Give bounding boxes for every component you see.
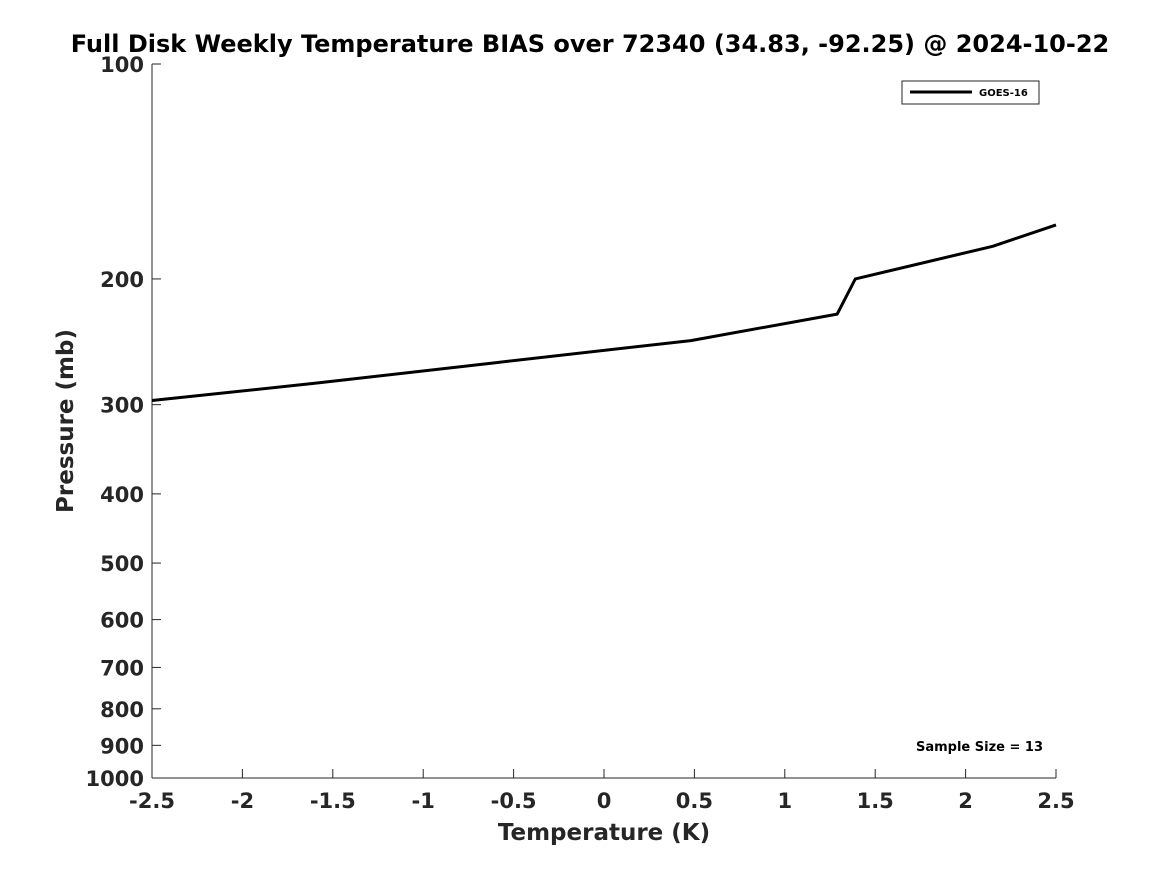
series-line-goes-16 [151,223,1057,402]
x-tick-label: -1 [412,789,435,813]
x-tick-label: 1 [777,789,792,813]
y-tick-label: 1000 [86,767,144,791]
y-tick-label: 100 [100,53,144,77]
x-tick-label: 0.5 [676,789,713,813]
y-tick-label: 200 [100,268,144,292]
y-tick-label: 400 [100,483,144,507]
x-tick-label: -2.5 [129,789,175,813]
x-axis-title: Temperature (K) [498,820,710,846]
x-tick-label: -1.5 [310,789,356,813]
y-axis-ticks: 100 200 300 400 500 600 700 800 900 1000 [86,53,161,791]
y-tick-label: 800 [100,698,144,722]
y-tick-label: 600 [100,609,144,633]
legend: GOES-16 [901,80,1040,105]
y-tick-label: 700 [100,656,144,680]
legend-label: GOES-16 [979,88,1028,99]
x-tick-label: -0.5 [491,789,537,813]
x-tick-label: 1.5 [857,789,894,813]
x-tick-label: 2.5 [1037,789,1074,813]
x-tick-label: 0 [597,789,612,813]
x-tick-label: -2 [231,789,254,813]
x-axis-ticks: -2.5 -2 -1.5 -1 -0.5 0 0.5 1 1.5 2 2.5 [129,769,1075,813]
sample-size-annotation: Sample Size = 13 [916,740,1043,755]
series-layer [151,223,1057,402]
y-tick-label: 900 [100,734,144,758]
y-tick-label: 300 [100,394,144,418]
y-axis-title: Pressure (mb) [53,329,79,513]
plot-area [151,64,1056,779]
x-tick-label: 2 [958,789,973,813]
y-tick-label: 500 [100,552,144,576]
chart-title: Full Disk Weekly Temperature BIAS over 7… [71,30,1110,58]
